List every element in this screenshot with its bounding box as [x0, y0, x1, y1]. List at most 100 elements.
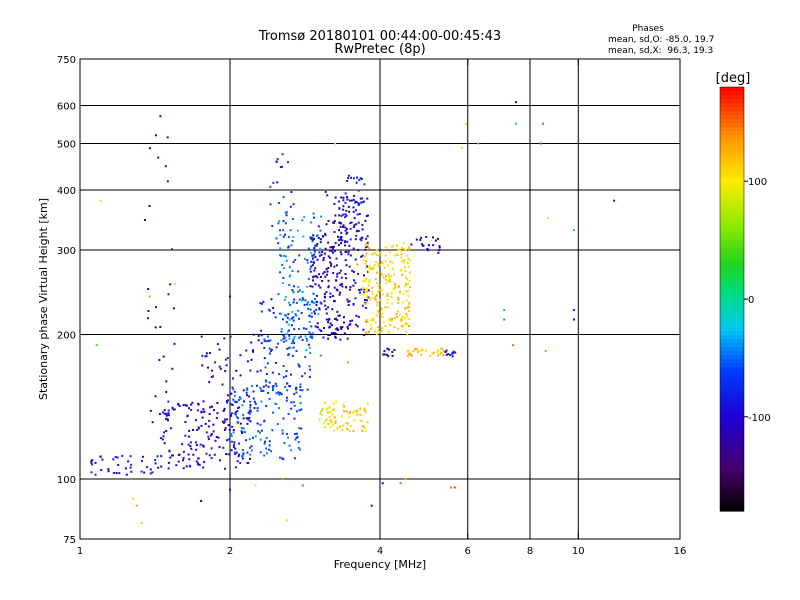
data-point [291, 354, 294, 357]
data-point [285, 211, 288, 214]
data-point [238, 396, 241, 399]
data-point [385, 275, 388, 278]
data-point [445, 349, 448, 352]
data-point [336, 319, 339, 322]
data-point [129, 455, 132, 458]
data-point [364, 332, 367, 334]
data-point [348, 430, 351, 432]
data-point [288, 266, 291, 269]
data-point [115, 472, 118, 474]
data-point [383, 353, 386, 356]
data-point [334, 242, 337, 245]
data-point [331, 413, 334, 416]
data-point [184, 434, 187, 437]
data-point [216, 343, 219, 345]
data-point [260, 310, 263, 313]
data-point [197, 457, 199, 460]
data-point [307, 247, 310, 250]
data-point [201, 444, 204, 447]
data-point [345, 410, 348, 413]
data-point [330, 421, 333, 424]
data-point [259, 438, 262, 441]
data-point [226, 439, 228, 442]
data-point [408, 324, 411, 327]
colorbar-segment [720, 343, 744, 348]
data-point [259, 451, 262, 454]
data-point [251, 385, 254, 388]
data-point [324, 247, 327, 250]
data-point [210, 447, 213, 450]
data-point [391, 319, 394, 322]
data-point [355, 230, 358, 233]
data-point [297, 441, 300, 444]
data-point [289, 229, 292, 232]
data-point [355, 200, 358, 203]
data-point [232, 431, 235, 434]
data-point [266, 335, 269, 338]
data-point [417, 351, 419, 354]
colorbar-segment [720, 103, 744, 108]
colorbar-segment [720, 151, 744, 156]
data-point [281, 318, 284, 321]
data-point [314, 267, 317, 270]
data-point [319, 412, 322, 415]
data-point [94, 461, 97, 464]
y-tick-label: 75 [63, 535, 76, 546]
data-point [349, 286, 352, 289]
data-point [292, 203, 295, 206]
data-point [409, 353, 412, 356]
data-point [310, 300, 313, 303]
data-point [229, 335, 232, 338]
colorbar-segment [720, 487, 744, 492]
y-tick-label: 750 [57, 55, 76, 66]
data-point [246, 388, 249, 391]
data-point [306, 259, 309, 262]
data-point [235, 369, 238, 372]
data-point [335, 400, 338, 403]
data-point [401, 247, 403, 250]
data-point [309, 270, 312, 273]
data-point [352, 411, 354, 414]
data-point [107, 468, 110, 471]
data-point [318, 254, 321, 257]
data-point [231, 386, 234, 389]
data-point [270, 348, 273, 351]
data-point [310, 265, 313, 268]
data-point [313, 312, 316, 315]
data-point [298, 254, 301, 257]
data-point [339, 236, 342, 239]
data-point [242, 427, 245, 430]
data-point [369, 324, 372, 327]
data-point [236, 410, 239, 413]
data-point [367, 270, 370, 273]
data-point [386, 294, 389, 297]
data-point [347, 250, 350, 253]
data-point [285, 321, 288, 324]
data-point [211, 375, 214, 378]
colorbar-segment [720, 159, 744, 164]
data-point [334, 214, 337, 217]
data-point [229, 433, 232, 436]
data-point [277, 391, 280, 394]
data-point [365, 252, 368, 255]
data-point [327, 306, 330, 309]
data-point [295, 436, 298, 439]
data-point [401, 315, 404, 318]
data-point [360, 177, 363, 180]
data-point [355, 234, 358, 237]
data-point [244, 439, 247, 442]
data-point [339, 225, 342, 228]
data-point [374, 298, 377, 301]
data-point [410, 243, 413, 246]
data-point [266, 452, 269, 455]
data-point [343, 332, 346, 335]
data-point [404, 285, 407, 288]
data-point [313, 253, 316, 256]
data-point [286, 316, 289, 319]
data-point [347, 205, 350, 208]
data-point [386, 301, 389, 304]
data-point [398, 313, 401, 316]
data-point [274, 316, 277, 319]
data-point [353, 279, 356, 282]
data-point [322, 259, 325, 262]
